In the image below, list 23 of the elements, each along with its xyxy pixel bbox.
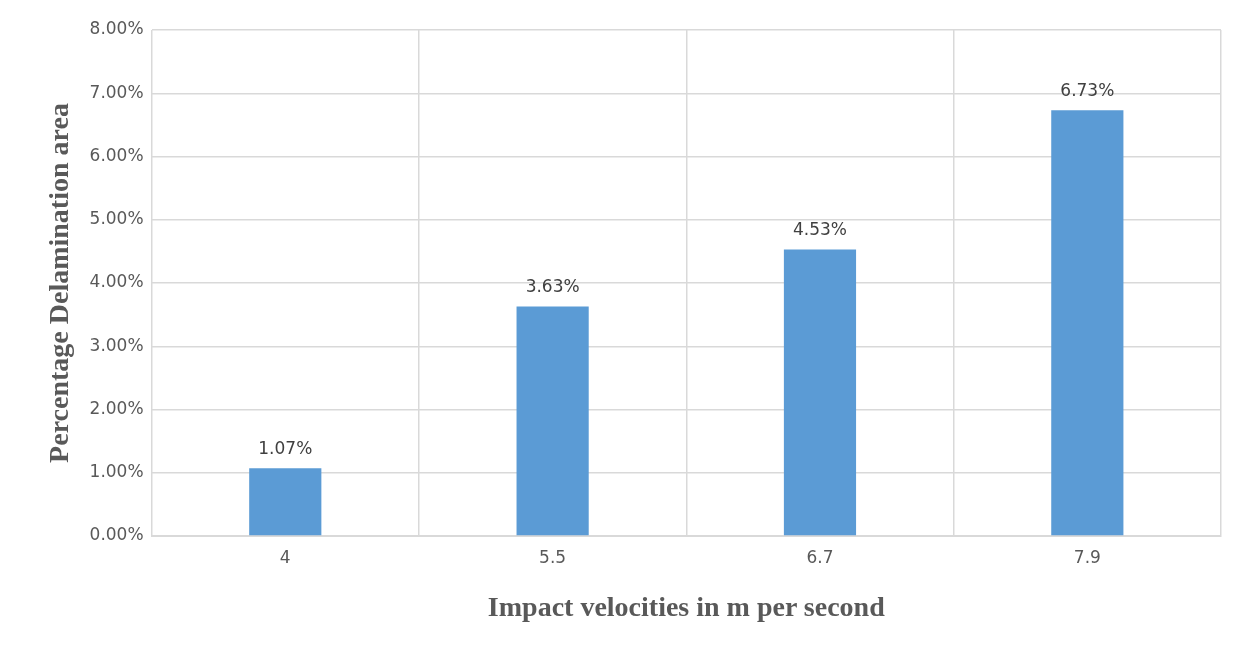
- x-tick-label: 4: [279, 546, 291, 567]
- y-tick-label: 3.00%: [89, 334, 144, 355]
- y-tick-label: 5.00%: [89, 208, 144, 229]
- y-tick-label: 6.00%: [89, 144, 144, 165]
- data-label: 3.63%: [525, 276, 580, 297]
- x-tick-label: 5.5: [539, 546, 567, 567]
- y-axis-title: Percentage Delamination area: [43, 103, 75, 463]
- x-axis-title: Impact velocities in m per second: [487, 591, 886, 623]
- x-tick-label: 7.9: [1073, 546, 1101, 567]
- bar: [1051, 110, 1124, 536]
- bar: [249, 468, 322, 536]
- data-label: 4.53%: [792, 219, 847, 240]
- y-tick-label: 0.00%: [89, 524, 144, 545]
- y-tick-label: 1.00%: [89, 461, 144, 482]
- bar: [516, 306, 589, 536]
- x-tick-label: 6.7: [806, 546, 834, 567]
- y-tick-label: 8.00%: [89, 18, 144, 39]
- data-label: 6.73%: [1060, 80, 1115, 101]
- y-tick-label: 7.00%: [89, 81, 144, 102]
- data-label: 1.07%: [258, 438, 313, 459]
- y-tick-label: 4.00%: [89, 271, 144, 292]
- y-tick-label: 2.00%: [89, 397, 144, 418]
- bar: [783, 249, 857, 536]
